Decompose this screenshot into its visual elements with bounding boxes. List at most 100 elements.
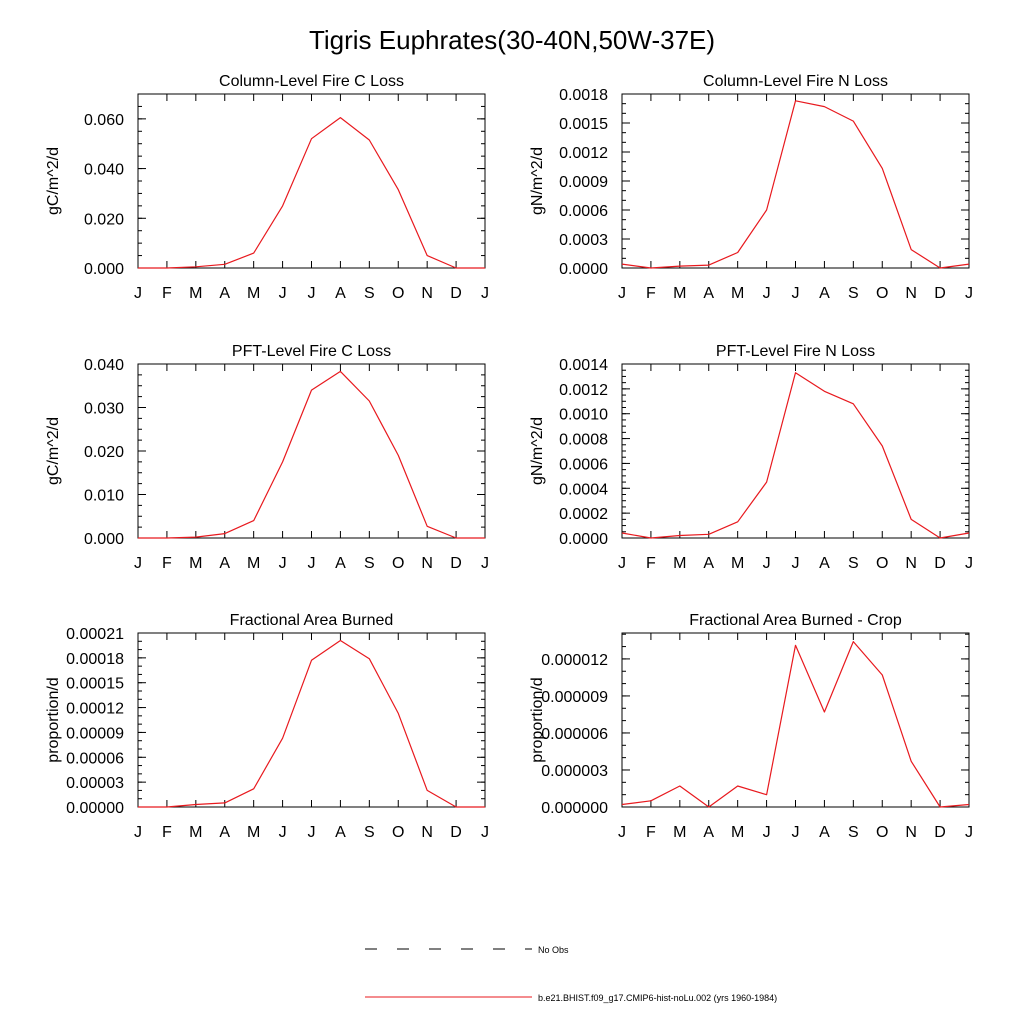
x-tick-label: N: [421, 555, 433, 572]
x-tick-label: N: [905, 285, 917, 302]
y-tick-label: 0.0003: [559, 232, 608, 249]
y-axis-label: gC/m^2/d: [45, 147, 62, 215]
y-tick-label: 0.000000: [541, 800, 608, 817]
x-tick-label: J: [618, 824, 626, 841]
x-tick-label: A: [335, 824, 346, 841]
x-tick-label: S: [364, 285, 375, 302]
x-tick-label: M: [189, 824, 202, 841]
x-tick-label: A: [819, 285, 830, 302]
y-tick-label: 0.0010: [559, 407, 608, 424]
x-tick-label: J: [763, 824, 771, 841]
x-tick-label: J: [308, 824, 316, 841]
x-tick-label: J: [308, 555, 316, 572]
x-tick-label: M: [247, 824, 260, 841]
x-tick-label: O: [876, 824, 888, 841]
y-tick-label: 0.0000: [559, 261, 608, 278]
y-tick-label: 0.030: [84, 401, 124, 418]
x-tick-label: J: [279, 285, 287, 302]
x-tick-label: J: [763, 285, 771, 302]
y-tick-label: 0.000009: [541, 689, 608, 706]
x-tick-label: J: [965, 824, 973, 841]
x-tick-label: A: [819, 555, 830, 572]
x-tick-label: S: [848, 285, 859, 302]
x-tick-label: M: [731, 285, 744, 302]
x-tick-label: O: [392, 824, 404, 841]
x-tick-label: A: [819, 824, 830, 841]
y-tick-label: 0.010: [84, 488, 124, 505]
x-tick-label: S: [364, 555, 375, 572]
y-tick-label: 0.020: [84, 211, 124, 228]
x-tick-label: J: [279, 824, 287, 841]
x-tick-label: J: [965, 285, 973, 302]
x-tick-label: M: [731, 555, 744, 572]
y-tick-label: 0.000006: [541, 726, 608, 743]
x-tick-label: M: [673, 555, 686, 572]
x-tick-label: A: [219, 824, 230, 841]
x-tick-label: J: [134, 824, 142, 841]
y-axis-label: gN/m^2/d: [529, 417, 546, 485]
x-tick-label: J: [481, 285, 489, 302]
y-tick-label: 0.00018: [66, 651, 124, 668]
y-tick-label: 0.0000: [559, 531, 608, 548]
y-tick-label: 0.0008: [559, 432, 608, 449]
y-tick-label: 0.0012: [559, 382, 608, 399]
x-tick-label: J: [763, 555, 771, 572]
x-tick-label: M: [673, 824, 686, 841]
x-tick-label: D: [934, 285, 946, 302]
x-tick-label: M: [673, 285, 686, 302]
y-tick-label: 0.020: [84, 444, 124, 461]
x-tick-label: N: [421, 285, 433, 302]
x-tick-label: M: [189, 285, 202, 302]
y-tick-label: 0.00012: [66, 701, 124, 718]
plot-frame: [137, 93, 486, 269]
chart-title: PFT-Level Fire N Loss: [716, 343, 875, 360]
y-tick-label: 0.00000: [66, 800, 124, 817]
x-tick-label: D: [450, 824, 462, 841]
x-tick-label: S: [848, 824, 859, 841]
x-tick-label: D: [450, 285, 462, 302]
y-axis-label: proportion/d: [45, 677, 62, 762]
plot-frame: [621, 93, 970, 269]
chart-title: Fractional Area Burned: [230, 612, 394, 629]
x-tick-label: D: [450, 555, 462, 572]
y-axis-label: gN/m^2/d: [529, 147, 546, 215]
x-tick-label: A: [703, 555, 714, 572]
x-tick-label: N: [905, 824, 917, 841]
x-tick-label: J: [618, 285, 626, 302]
legend-entry-2: b.e21.BHIST.f09_g17.CMIP6-hist-noLu.002 …: [365, 993, 777, 1003]
y-tick-label: 0.000012: [541, 652, 608, 669]
series-line: [138, 370, 485, 539]
series-line: [138, 116, 485, 269]
x-tick-label: M: [247, 555, 260, 572]
y-tick-label: 0.0006: [559, 456, 608, 473]
y-tick-label: 0.0002: [559, 506, 608, 523]
x-tick-label: F: [646, 555, 656, 572]
x-tick-label: A: [219, 555, 230, 572]
y-tick-label: 0.00021: [66, 626, 124, 643]
chart-title: Column-Level Fire N Loss: [703, 73, 888, 90]
legend-label: b.e21.BHIST.f09_g17.CMIP6-hist-noLu.002 …: [538, 993, 777, 1003]
x-tick-label: F: [646, 285, 656, 302]
x-tick-label: N: [905, 555, 917, 572]
x-tick-label: F: [646, 824, 656, 841]
series-line: [621, 100, 970, 269]
y-tick-label: 0.00015: [66, 676, 124, 693]
y-tick-label: 0.000: [84, 261, 124, 278]
y-tick-label: 0.000003: [541, 763, 608, 780]
y-tick-label: 0.0015: [559, 116, 608, 133]
x-tick-label: O: [392, 285, 404, 302]
x-tick-label: D: [934, 555, 946, 572]
y-tick-label: 0.0006: [559, 203, 608, 220]
x-tick-label: S: [364, 824, 375, 841]
x-tick-label: J: [792, 555, 800, 572]
series-line: [621, 640, 970, 808]
chart-title: Column-Level Fire C Loss: [219, 73, 404, 90]
y-tick-label: 0.0009: [559, 174, 608, 191]
legend-entry-1: No Obs: [365, 945, 569, 955]
chart-title: PFT-Level Fire C Loss: [232, 343, 391, 360]
